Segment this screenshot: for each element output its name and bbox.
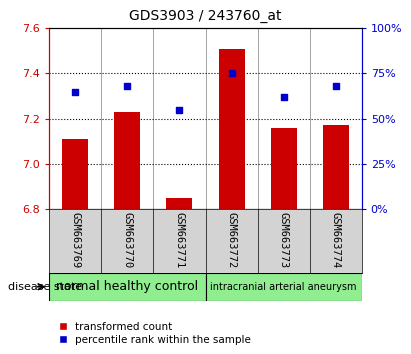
Point: [124, 83, 131, 89]
Text: GSM663769: GSM663769: [70, 212, 80, 268]
Point: [228, 71, 235, 76]
Text: intracranial arterial aneurysm: intracranial arterial aneurysm: [210, 282, 357, 292]
Legend: transformed count, percentile rank within the sample: transformed count, percentile rank withi…: [59, 322, 251, 345]
Text: GSM663773: GSM663773: [279, 212, 289, 268]
Bar: [49, 273, 206, 301]
Point: [176, 107, 183, 113]
Text: GSM663774: GSM663774: [331, 212, 341, 268]
Text: GSM663772: GSM663772: [226, 212, 236, 268]
Bar: [206, 273, 362, 301]
Text: GDS3903 / 243760_at: GDS3903 / 243760_at: [129, 9, 282, 23]
Point: [72, 89, 79, 95]
Text: GSM663770: GSM663770: [122, 212, 132, 268]
Point: [332, 83, 339, 89]
Text: GSM663771: GSM663771: [175, 212, 185, 268]
Bar: [219, 48, 245, 209]
Bar: [270, 127, 297, 209]
Bar: [323, 125, 349, 209]
Bar: [166, 198, 192, 209]
Text: disease state: disease state: [8, 282, 82, 292]
Bar: [62, 139, 88, 209]
Text: normal healthy control: normal healthy control: [56, 280, 199, 293]
Bar: [114, 112, 141, 209]
Point: [280, 94, 287, 100]
